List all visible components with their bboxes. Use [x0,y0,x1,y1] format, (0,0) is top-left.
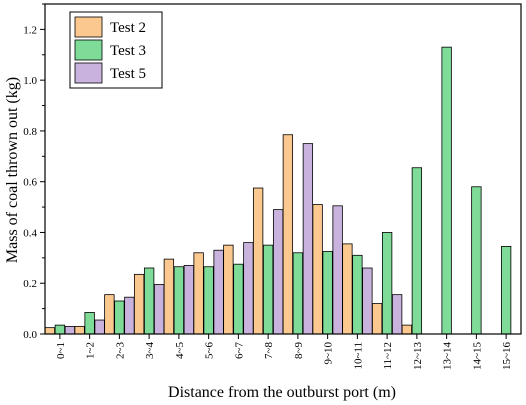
bar-test-3-9~10 [322,251,333,335]
legend-swatch-test-5 [74,62,103,84]
legend: Test 2 Test 3 Test 5 [69,11,163,89]
y-tick-label: 0.2 [23,278,37,290]
bar-test-5-4~5 [183,265,195,335]
bar-test-3-3~4 [143,267,155,335]
bar-test-5-2~3 [124,296,135,335]
x-tick-label: 2~3 [114,342,126,359]
bar-test-3-2~3 [114,300,125,335]
bar-test-3-4~5 [173,266,185,335]
bar-test-2-8~9 [282,134,294,335]
bar-test-5-10~11 [362,267,373,335]
x-tick-label: 6~7 [233,342,245,359]
y-tick-label: 1.2 [23,24,37,36]
x-tick-label: 14~15 [471,342,483,370]
bar-test-2-1~2 [74,325,85,335]
x-tick-label: 9~10 [323,342,335,365]
y-tick-label: 0.0 [23,329,37,341]
bar-test-2-12~13 [401,324,413,335]
bars-layer [44,46,512,335]
bar-test-2-9~10 [312,204,323,335]
bar-test-3-7~8 [262,244,274,335]
x-tick-label: 7~8 [263,342,275,359]
bar-test-2-0~1 [44,327,56,335]
legend-label-test-3: Test 3 [110,43,146,59]
bar-test-5-0~1 [64,325,76,335]
axes-layer: 0.0 0.2 0.4 0.6 0.8 1.0 1.2 0~1 1~2 2~3 3~4 4~5 5~6 6… [23,3,522,370]
legend-swatch-test-3 [74,39,103,61]
bar-test-3-1~2 [84,312,95,335]
x-tick-label: 11~12 [382,342,394,370]
bar-test-5-6~7 [243,242,254,335]
x-tick-label: 8~9 [293,342,305,359]
bar-test-3-10~11 [352,254,363,335]
bar-test-2-10~11 [342,243,353,335]
y-tick-label: 0.6 [23,177,37,189]
y-tick-label: 0.4 [23,227,37,239]
bar-test-3-6~7 [233,263,244,335]
bar-test-3-5~6 [203,266,214,335]
x-tick-label: 15~16 [501,342,513,370]
x-tick-label: 12~13 [412,342,424,370]
bar-test-5-11~12 [391,294,403,335]
legend-label-test-5: Test 5 [110,66,146,82]
legend-label-test-2: Test 2 [110,20,146,36]
x-tick-label: 3~4 [144,342,156,359]
bar-test-3-11~12 [381,232,393,335]
bar-test-5-7~8 [272,209,284,335]
bar-test-2-11~12 [371,303,383,335]
bar-test-2-3~4 [133,273,145,335]
x-tick-label: 0~1 [55,342,67,359]
plot-frame [44,3,522,335]
bar-test-2-4~5 [163,258,175,335]
x-tick-label: 4~5 [174,342,186,359]
y-tick-label: 1.0 [23,75,37,87]
bar-test-5-8~9 [302,143,314,335]
bar-test-3-8~9 [292,252,304,335]
x-tick-label: 13~14 [442,342,454,370]
bar-test-3-15~16 [500,246,512,335]
bar-test-5-9~10 [332,205,343,335]
bar-test-2-2~3 [104,294,115,335]
bar-test-3-13~14 [441,46,452,335]
x-tick-label: 1~2 [85,342,97,359]
x-tick-label: 5~6 [204,342,216,359]
bar-test-2-5~6 [193,252,204,335]
y-tick-label: 0.8 [23,126,37,138]
bar-test-5-1~2 [94,319,105,335]
bar-test-2-7~8 [252,187,264,335]
bar-test-3-0~1 [54,324,66,335]
x-tick-label: 10~11 [352,342,364,370]
bar-test-3-14~15 [471,186,482,335]
y-axis-title: Mass of coal thrown out (kg) [4,77,21,263]
bar-test-3-12~13 [411,167,423,335]
bar-test-5-3~4 [153,284,165,335]
bar-test-5-5~6 [213,249,224,335]
x-axis-title: Distance from the outburst port (m) [168,384,396,401]
legend-swatch-test-2 [74,16,103,38]
bar-test-2-6~7 [223,244,234,335]
